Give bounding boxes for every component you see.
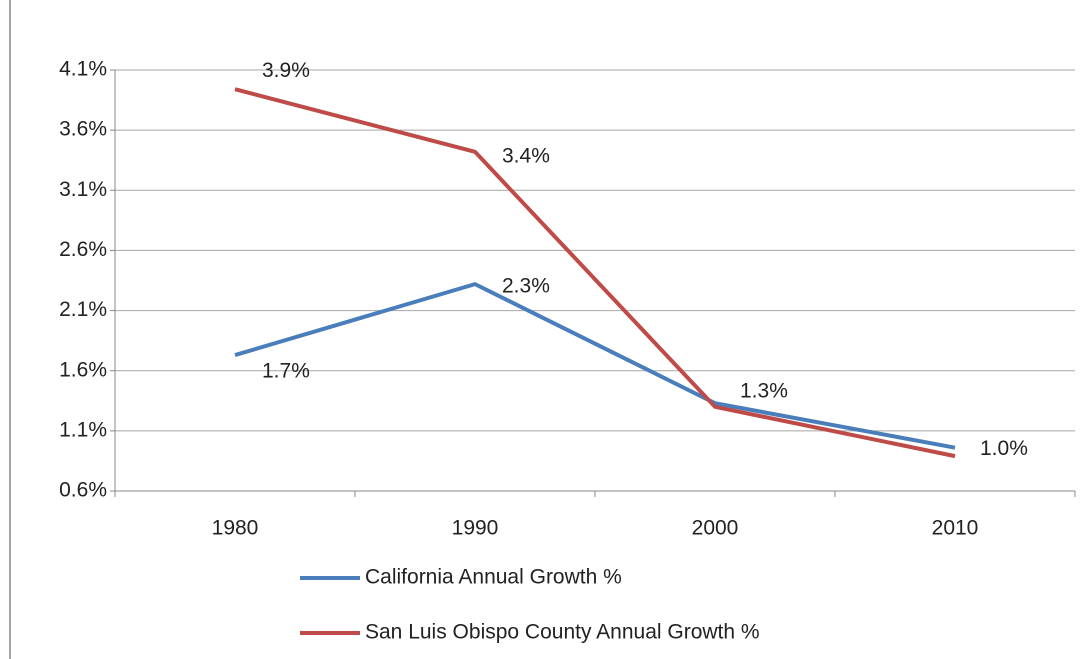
legend-label: California Annual Growth % <box>365 566 622 589</box>
y-tick-label: 3.6% <box>59 118 107 141</box>
data-label: 1.7% <box>262 360 310 383</box>
y-tick-label: 3.1% <box>59 178 107 201</box>
data-label: 1.3% <box>740 380 788 403</box>
line <box>234 87 956 459</box>
y-tick-label: 2.1% <box>59 298 107 321</box>
y-tick-label: 4.1% <box>59 58 107 81</box>
x-tick-label: 1990 <box>452 517 499 540</box>
y-tick-label: 0.6% <box>59 479 107 502</box>
x-tick-label: 1980 <box>212 517 259 540</box>
x-tick-label: 2000 <box>692 517 739 540</box>
x-tick-label: 2010 <box>932 517 979 540</box>
y-tick-label: 2.6% <box>59 238 107 261</box>
data-label: 2.3% <box>502 275 550 298</box>
data-label: 3.4% <box>502 144 550 167</box>
data-label: 3.9% <box>262 59 310 82</box>
legend-label: San Luis Obispo County Annual Growth % <box>365 621 760 644</box>
line <box>234 282 956 450</box>
data-label: 1.0% <box>980 437 1028 460</box>
chart-frame <box>9 0 11 659</box>
y-tick-label: 1.6% <box>59 358 107 381</box>
y-tick-label: 1.1% <box>59 418 107 441</box>
